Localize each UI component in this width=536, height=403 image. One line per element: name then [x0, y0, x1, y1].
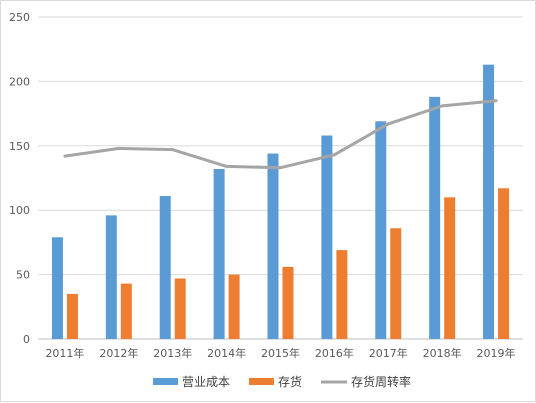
- y-tick-label: 50: [16, 269, 30, 282]
- bars: [51, 64, 510, 339]
- legend: 营业成本 存货 存货周转率: [153, 374, 411, 389]
- bar-inventory: [444, 197, 456, 339]
- line-series-turnover: [63, 99, 498, 170]
- bar-operating-cost: [267, 153, 279, 339]
- legend-item-operating-cost: 营业成本: [153, 375, 230, 389]
- bar-operating-cost: [483, 64, 495, 339]
- bar-inventory: [228, 274, 240, 339]
- x-tick-label: 2015年: [261, 346, 300, 360]
- x-tick-label: 2016年: [315, 346, 354, 360]
- bar-inventory: [174, 278, 186, 339]
- x-tick-label: 2019年: [477, 346, 516, 360]
- legend-swatch: [249, 378, 274, 385]
- bar-operating-cost: [429, 96, 441, 339]
- watermark: 头条 @欧成聊股: [429, 378, 531, 395]
- x-tick-label: 2018年: [423, 346, 462, 360]
- bar-operating-cost: [375, 121, 387, 339]
- y-tick-label: 100: [9, 204, 30, 217]
- bar-operating-cost: [321, 135, 333, 339]
- bar-operating-cost: [51, 237, 63, 339]
- bar-inventory: [336, 250, 348, 339]
- bar-operating-cost: [213, 168, 225, 339]
- bar-inventory: [390, 228, 402, 339]
- y-tick-label: 0: [23, 333, 30, 346]
- bar-operating-cost: [159, 196, 171, 339]
- axes: 0 50 100 150 200 250 2011年 2012年 2013年 2014年 2015年…: [9, 11, 523, 360]
- turnover-line: [63, 99, 498, 170]
- x-tick-label: 2012年: [99, 346, 138, 360]
- legend-label: 存货: [278, 374, 302, 389]
- bar-inventory: [498, 188, 510, 339]
- x-tick-label: 2017年: [369, 346, 408, 360]
- bar-inventory: [120, 283, 132, 339]
- watermark-text: 头条 @欧成聊股: [429, 378, 531, 395]
- y-tick-label: 250: [9, 11, 30, 24]
- bar-inventory: [282, 266, 294, 339]
- y-tick-label: 150: [9, 140, 30, 153]
- legend-item-turnover: 存货周转率: [321, 374, 411, 389]
- x-tick-label: 2014年: [207, 346, 246, 360]
- y-tick-label: 200: [9, 75, 30, 88]
- bar-operating-cost: [105, 215, 117, 339]
- legend-item-inventory: 存货: [249, 374, 302, 389]
- legend-swatch: [153, 378, 178, 385]
- x-tick-label: 2013年: [153, 346, 192, 360]
- legend-label: 营业成本: [182, 375, 230, 389]
- legend-label: 存货周转率: [351, 374, 411, 389]
- bar-inventory: [66, 293, 78, 339]
- x-tick-label: 2011年: [45, 346, 84, 360]
